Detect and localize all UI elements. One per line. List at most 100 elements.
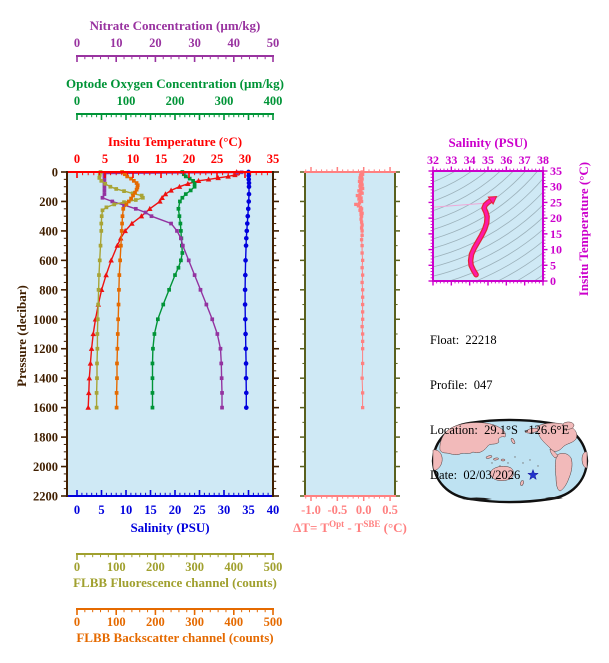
svg-text:37: 37	[519, 153, 531, 167]
svg-text:15: 15	[155, 152, 168, 166]
ts-profile-curve	[433, 196, 498, 278]
fluorescence-axis-title: FLBB Fluorescence channel (counts)	[73, 575, 277, 590]
svg-text:400: 400	[39, 224, 58, 238]
map-land-greenland	[562, 421, 575, 430]
delta-t-panel	[305, 172, 395, 496]
svg-text:35: 35	[242, 503, 255, 517]
svg-text:200: 200	[166, 94, 185, 108]
svg-text:0: 0	[74, 94, 80, 108]
map-land-alaska	[524, 427, 539, 434]
svg-text:20: 20	[550, 211, 562, 225]
ts-salinity-axis-title: Salinity (PSU)	[448, 135, 527, 150]
svg-text:10: 10	[110, 36, 123, 50]
profile-line: Profile: 047	[430, 378, 493, 392]
map-land-japan	[510, 438, 516, 444]
svg-text:20: 20	[169, 503, 182, 517]
svg-text:0: 0	[74, 615, 80, 629]
location-line: Location: 29.1°S -126.6°E	[430, 423, 570, 437]
svg-text:-0.5: -0.5	[327, 503, 347, 517]
svg-text:2200: 2200	[33, 490, 58, 504]
svg-text:15: 15	[144, 503, 157, 517]
delta-t-axis-title: ΔT= TOpt - TSBE (°C)	[293, 519, 407, 535]
svg-text:33: 33	[445, 153, 457, 167]
svg-text:25: 25	[211, 152, 224, 166]
temperature-axis-title: Insitu Temperature (°C)	[108, 134, 242, 149]
svg-text:20: 20	[183, 152, 196, 166]
oxygen-axis-title: Optode Oxygen Concentration (µm/kg)	[66, 76, 284, 91]
profile-curve-backscatter	[114, 170, 140, 410]
svg-text:0.0: 0.0	[356, 503, 372, 517]
svg-text:35: 35	[550, 164, 562, 178]
svg-text:-1.0: -1.0	[301, 503, 321, 517]
salinity-axis-title: Salinity (PSU)	[130, 520, 209, 535]
svg-text:1400: 1400	[33, 372, 58, 386]
map-islet	[514, 456, 516, 458]
map-islet	[499, 465, 501, 467]
svg-text:32: 32	[427, 153, 439, 167]
map-land-indonesia-2	[493, 457, 499, 461]
ts-temperature-axis-title: Insitu Temperature (°C)	[576, 162, 591, 296]
svg-text:800: 800	[39, 283, 58, 297]
svg-text:1000: 1000	[33, 313, 58, 327]
pressure-border: 0 200 400 600 800 1000 1200 1400 1600 1800 2000 220…	[33, 166, 68, 504]
map-land-south-america	[555, 453, 573, 492]
h-axis: 0 5 10 15 20 25 30 35 40	[66, 490, 279, 517]
nitrate-axis-title: Nitrate Concentration (µm/kg)	[90, 18, 261, 33]
map-land-eurasia	[439, 422, 506, 455]
svg-text:500: 500	[264, 560, 283, 574]
map-islet	[491, 462, 493, 464]
svg-text:25: 25	[550, 195, 562, 209]
svg-text:15: 15	[550, 227, 562, 241]
map-land-africa	[432, 449, 443, 471]
map-islet	[522, 462, 524, 464]
svg-text:10: 10	[120, 503, 133, 517]
svg-text:10: 10	[127, 152, 140, 166]
svg-text:38: 38	[537, 153, 549, 167]
svg-text:30: 30	[550, 180, 562, 194]
map-land-central-america	[549, 448, 559, 459]
map-land-new-zealand	[520, 480, 524, 486]
map-land-new-guinea	[500, 458, 506, 462]
svg-text:40: 40	[267, 503, 280, 517]
map-islet	[507, 462, 509, 464]
svg-text:0: 0	[52, 166, 58, 180]
svg-text:200: 200	[39, 195, 58, 209]
svg-text:400: 400	[224, 615, 243, 629]
svg-text:100: 100	[107, 560, 126, 574]
profile-curve-salinity	[242, 169, 252, 410]
svg-text:40: 40	[228, 36, 241, 50]
svg-text:0: 0	[74, 503, 80, 517]
map-antarctica-sliver-2	[545, 497, 563, 500]
svg-text:200: 200	[146, 615, 165, 629]
svg-text:600: 600	[39, 254, 58, 268]
svg-text:36: 36	[500, 153, 512, 167]
svg-text:1600: 1600	[33, 401, 58, 415]
svg-text:300: 300	[185, 560, 204, 574]
pressure-axis-title: Pressure (decibar)	[14, 285, 29, 387]
svg-text:25: 25	[193, 503, 206, 517]
backscatter-axis-title: FLBB Backscatter channel (counts)	[76, 630, 273, 645]
svg-text:0.5: 0.5	[382, 503, 398, 517]
svg-text:400: 400	[264, 94, 283, 108]
svg-text:100: 100	[107, 615, 126, 629]
h-axis: 0 100 200 300 400 500	[74, 553, 283, 574]
map-islet	[529, 459, 531, 461]
svg-text:5: 5	[98, 503, 104, 517]
h-axis: 0 10 20 30 40 50	[74, 36, 279, 62]
svg-text:0: 0	[550, 274, 556, 288]
svg-text:500: 500	[264, 615, 283, 629]
svg-text:35: 35	[267, 152, 280, 166]
svg-text:2000: 2000	[33, 460, 58, 474]
pressure-border	[272, 171, 279, 497]
svg-text:30: 30	[239, 152, 252, 166]
h-axis: 0 100 200 300 400	[74, 94, 283, 120]
map-antarctica-sliver-1	[462, 497, 492, 501]
svg-text:10: 10	[550, 243, 562, 257]
delta-t-curve	[354, 170, 365, 410]
svg-text:1800: 1800	[33, 431, 58, 445]
h-axis: 0 100 200 300 400 500	[74, 608, 283, 629]
delta-t-frame: -1.0 -0.5 0.0 0.5 ΔT= TOpt - TSBE (°C)	[293, 167, 407, 535]
svg-text:20: 20	[149, 36, 162, 50]
